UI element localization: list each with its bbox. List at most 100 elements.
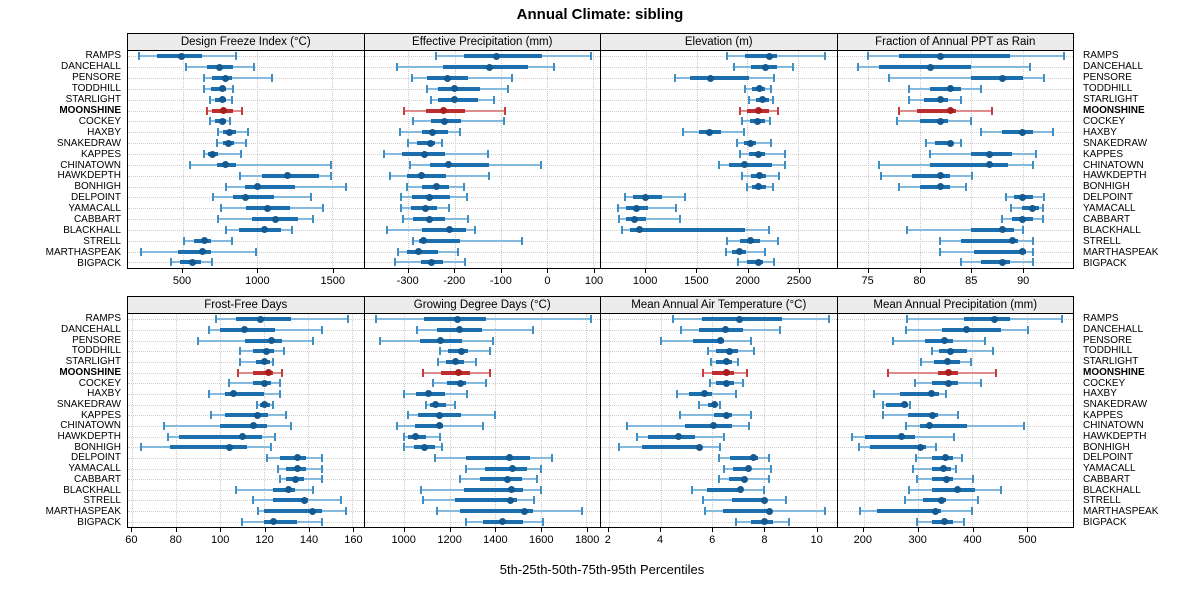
median-dot bbox=[457, 379, 465, 387]
whisker-row bbox=[837, 389, 1073, 400]
whisker-row bbox=[128, 181, 364, 192]
whisker-cap bbox=[718, 160, 720, 169]
panel-strip: Fraction of Annual PPT as Rain bbox=[836, 33, 1074, 51]
box-25-75 bbox=[430, 162, 490, 167]
median-dot bbox=[200, 237, 208, 245]
whisker-cap bbox=[929, 150, 932, 159]
row-gridline bbox=[364, 132, 600, 134]
whisker-cap bbox=[203, 84, 206, 93]
whisker-cap bbox=[589, 52, 592, 61]
whisker-cap bbox=[235, 52, 238, 61]
median-dot bbox=[254, 411, 262, 419]
whisker-row bbox=[128, 389, 364, 400]
whisker-row bbox=[601, 410, 837, 421]
whisker-cap bbox=[330, 171, 333, 180]
vertical-gridline bbox=[1026, 314, 1028, 527]
vertical-gridline bbox=[332, 51, 334, 268]
axis-tick bbox=[403, 528, 405, 532]
median-dot bbox=[917, 443, 925, 451]
whisker-row bbox=[601, 246, 837, 257]
whisker-cap bbox=[532, 325, 535, 334]
box-25-75 bbox=[210, 86, 226, 91]
whisker-cap bbox=[441, 443, 444, 452]
median-dot bbox=[260, 358, 268, 366]
whisker-cap bbox=[432, 379, 435, 388]
whisker-row bbox=[364, 192, 600, 203]
whisker-cap bbox=[778, 325, 781, 334]
whisker-cap bbox=[425, 84, 428, 93]
whisker-5-95 bbox=[619, 218, 681, 221]
whisker-row bbox=[128, 246, 364, 257]
row-gridline bbox=[837, 262, 1073, 264]
station-label: HAWKDEPTH bbox=[1083, 170, 1147, 182]
whisker-cap bbox=[707, 347, 710, 356]
whisker-row bbox=[128, 62, 364, 73]
whisker-row bbox=[128, 421, 364, 432]
whisker-row bbox=[364, 257, 600, 268]
whisker-cap bbox=[412, 117, 415, 126]
whisker-row bbox=[601, 105, 837, 116]
median-dot bbox=[944, 379, 952, 387]
whisker-cap bbox=[217, 215, 220, 224]
whisker-row bbox=[837, 495, 1073, 506]
whisker-row bbox=[837, 138, 1073, 149]
whisker-row bbox=[128, 127, 364, 138]
whisker-cap bbox=[737, 258, 740, 267]
whisker-row bbox=[364, 235, 600, 246]
whisker-cap bbox=[320, 517, 323, 526]
whisker-row bbox=[364, 410, 600, 421]
median-dot bbox=[436, 411, 444, 419]
vertical-gridline bbox=[404, 314, 406, 527]
whisker-row bbox=[601, 159, 837, 170]
median-dot bbox=[265, 369, 273, 377]
median-dot bbox=[1019, 128, 1027, 136]
median-dot bbox=[943, 475, 951, 483]
axis-tick bbox=[867, 269, 869, 273]
whisker-row bbox=[364, 73, 600, 84]
axis-tick bbox=[972, 528, 974, 532]
whisker-row bbox=[601, 335, 837, 346]
vertical-gridline bbox=[257, 51, 259, 268]
axis-tick bbox=[764, 528, 766, 532]
whisker-row bbox=[128, 378, 364, 389]
whisker-cap bbox=[256, 507, 259, 516]
whisker-cap bbox=[486, 150, 489, 159]
median-dot bbox=[445, 226, 453, 234]
row-gridline bbox=[837, 447, 1073, 449]
whisker-cap bbox=[959, 258, 962, 267]
axis-tick-label: 160 bbox=[344, 534, 363, 546]
row-gridline bbox=[601, 208, 837, 210]
whisker-cap bbox=[934, 443, 937, 452]
box-25-75 bbox=[629, 227, 746, 232]
median-dot bbox=[898, 433, 906, 441]
axis-tick bbox=[264, 528, 266, 532]
median-dot bbox=[936, 52, 944, 60]
whisker-cap bbox=[394, 258, 397, 267]
whisker-cap bbox=[970, 357, 973, 366]
box-25-75 bbox=[923, 97, 948, 102]
median-dot bbox=[220, 107, 228, 115]
station-label: CHINATOWN bbox=[1083, 420, 1144, 432]
whisker-cap bbox=[410, 74, 413, 83]
whisker-cap bbox=[1034, 150, 1037, 159]
whisker-row bbox=[364, 127, 600, 138]
row-gridline bbox=[128, 110, 364, 112]
whisker-cap bbox=[970, 117, 973, 126]
whisker-cap bbox=[906, 225, 909, 234]
station-label: TODDHILL bbox=[71, 345, 121, 357]
whisker-row bbox=[837, 51, 1073, 62]
box-25-75 bbox=[919, 184, 950, 189]
axis-tick-label: 80 bbox=[169, 534, 182, 546]
row-gridline bbox=[364, 361, 600, 363]
axis-tick-label: 1000 bbox=[632, 275, 658, 287]
median-dot bbox=[710, 422, 718, 430]
median-dot bbox=[427, 258, 435, 266]
whisker-row bbox=[601, 367, 837, 378]
whisker-cap bbox=[475, 357, 478, 366]
whisker-cap bbox=[737, 357, 740, 366]
whisker-cap bbox=[430, 95, 433, 104]
median-dot bbox=[222, 74, 230, 82]
box-25-75 bbox=[974, 249, 1026, 254]
box-25-75 bbox=[931, 477, 953, 482]
whisker-cap bbox=[521, 236, 524, 245]
